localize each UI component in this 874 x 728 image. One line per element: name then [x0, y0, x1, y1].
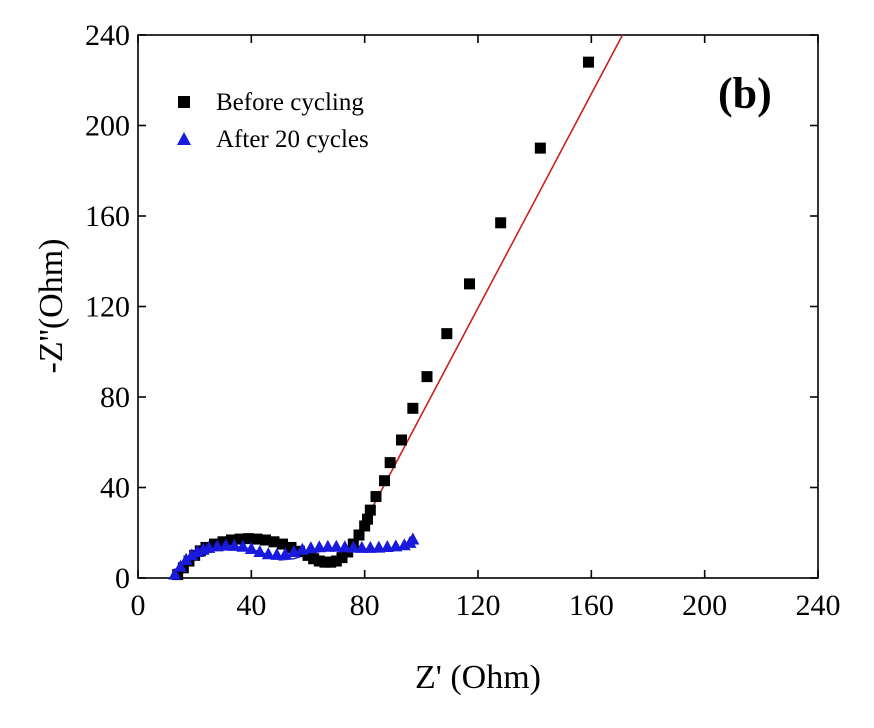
point-after-20-cycles — [174, 559, 187, 572]
legend: Before cycling After 20 cycles — [177, 89, 369, 153]
point-before-cycling — [384, 457, 396, 469]
x-tick-label: 200 — [682, 589, 727, 622]
point-before-cycling — [226, 534, 237, 546]
point-before-cycling — [362, 513, 373, 525]
point-after-20-cycles — [236, 539, 250, 552]
point-before-cycling — [421, 371, 433, 383]
y-tick-label: 240 — [85, 19, 130, 52]
y-tick-label: 120 — [85, 291, 130, 324]
point-after-20-cycles — [312, 540, 326, 553]
point-before-cycling — [441, 328, 453, 340]
point-after-20-cycles — [380, 540, 394, 553]
point-before-cycling — [251, 533, 263, 545]
point-after-20-cycles — [338, 540, 352, 553]
point-before-cycling — [396, 434, 407, 446]
fit-lines — [174, 34, 624, 577]
point-after-20-cycles — [210, 539, 224, 552]
point-before-cycling — [495, 217, 507, 229]
x-tick-label: 80 — [350, 589, 380, 622]
point-before-cycling — [364, 504, 376, 516]
point-before-cycling — [359, 520, 371, 532]
point-after-20-cycles — [329, 539, 343, 552]
x-tick-label: 240 — [796, 589, 841, 622]
point-before-cycling — [268, 536, 280, 548]
y-tick-label: 80 — [100, 381, 130, 414]
point-before-cycling — [353, 529, 365, 541]
point-before-cycling — [534, 142, 546, 154]
point-before-cycling — [209, 538, 220, 550]
x-tick-label: 0 — [131, 589, 146, 622]
point-before-cycling — [379, 475, 390, 487]
point-before-cycling — [370, 491, 382, 503]
point-after-20-cycles — [219, 538, 233, 551]
x-tick-label: 160 — [569, 589, 614, 622]
legend-label-after-20-cycles: After 20 cycles — [216, 126, 369, 153]
y-tick-label: 160 — [85, 200, 130, 233]
point-before-cycling — [336, 552, 348, 564]
y-tick-label: 0 — [115, 562, 130, 595]
axis-ticks: 0 40 80 120 160 200 240 0 40 80 120 160 200 240 — [85, 19, 841, 622]
point-before-cycling — [285, 541, 297, 553]
point-before-cycling — [217, 536, 229, 548]
point-after-20-cycles — [363, 540, 377, 553]
point-after-20-cycles — [253, 544, 267, 557]
x-tick-label: 120 — [456, 589, 501, 622]
point-after-20-cycles — [355, 540, 369, 553]
point-before-cycling — [407, 402, 419, 414]
point-before-cycling — [277, 538, 288, 550]
legend-marker-after-20-cycles — [177, 132, 191, 145]
point-before-cycling — [319, 556, 331, 568]
point-after-20-cycles — [185, 548, 199, 561]
point-after-20-cycles — [406, 532, 420, 545]
point-before-cycling — [330, 555, 342, 567]
point-before-cycling — [325, 556, 337, 568]
fit-line-0 — [174, 34, 624, 577]
point-before-cycling — [313, 555, 325, 567]
legend-marker-before-cycling — [178, 96, 190, 108]
x-tick-label: 40 — [236, 589, 266, 622]
point-after-20-cycles — [227, 538, 241, 551]
point-before-cycling — [260, 534, 271, 546]
point-after-20-cycles — [168, 567, 182, 580]
x-axis-title: Z' (Ohm) — [415, 659, 541, 696]
point-before-cycling — [583, 56, 594, 68]
legend-label-before-cycling: Before cycling — [216, 89, 364, 116]
point-after-20-cycles — [346, 540, 360, 553]
point-before-cycling — [234, 533, 246, 545]
point-after-20-cycles — [261, 547, 275, 560]
point-before-cycling — [464, 278, 475, 290]
point-after-20-cycles — [244, 542, 258, 555]
y-axis-title: -Z''(Ohm) — [33, 239, 70, 374]
point-after-20-cycles — [321, 539, 335, 552]
point-before-cycling — [243, 533, 254, 545]
y-tick-label: 200 — [85, 110, 130, 143]
panel-label: (b) — [718, 69, 772, 118]
data-points — [168, 56, 594, 581]
point-before-cycling — [302, 549, 314, 561]
y-tick-label: 40 — [100, 472, 130, 505]
point-before-cycling — [308, 553, 320, 565]
point-after-20-cycles — [270, 547, 284, 560]
point-after-20-cycles — [372, 540, 386, 553]
